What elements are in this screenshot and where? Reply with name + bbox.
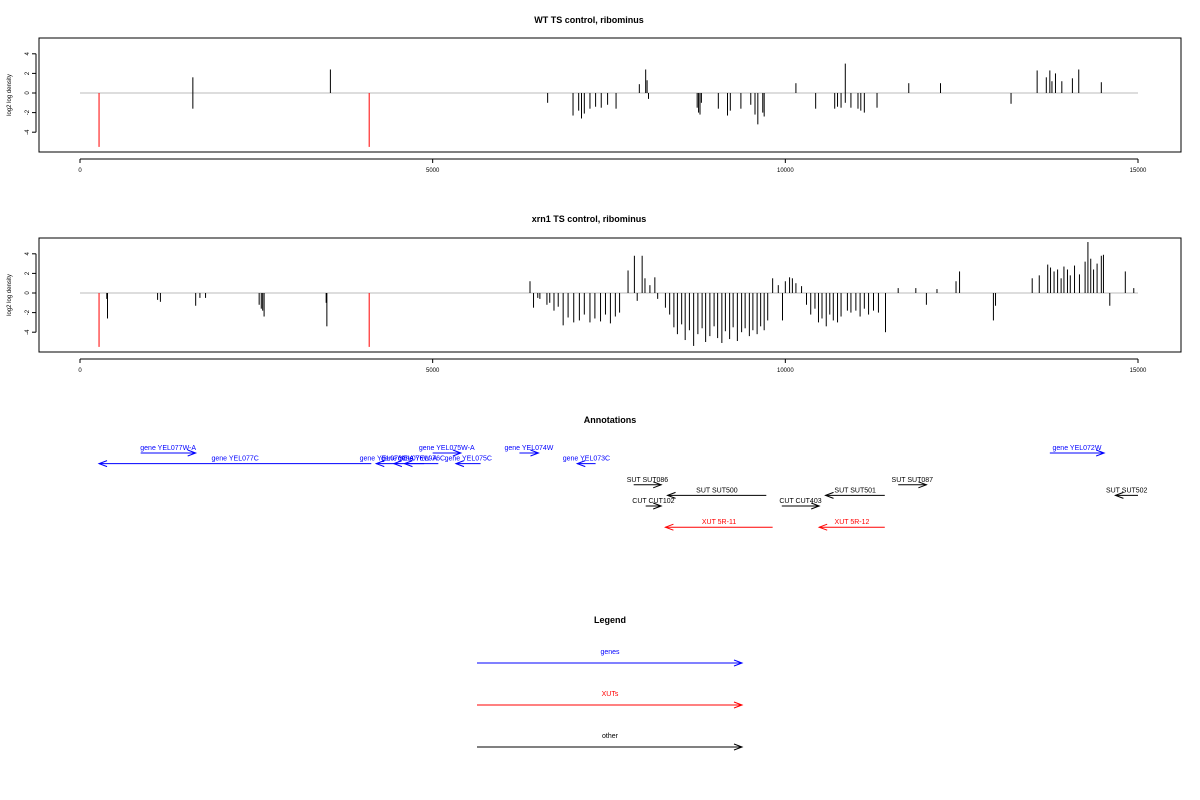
legend-arrow-head [733,743,744,751]
legend-title: Legend [594,615,626,625]
feature-label: gene YEL075W-A [419,445,475,452]
feature-label: SUT SUT500 [696,487,738,494]
plot-frame [38,237,1182,353]
feature-label: CUT CUT403 [779,498,821,505]
arrow-head [97,460,108,468]
feature-label: CUT CUT102 [632,498,674,505]
y-tick-label: 4 [25,51,31,55]
annotations-title: Annotations [584,415,637,425]
x-tick-label: 0 [78,168,82,174]
arrow-head [653,481,663,489]
feature-label: gene YEL077C [211,456,258,463]
arrow-head [452,449,463,457]
feature-label: gene YEL076C-A [360,456,415,463]
y-tick-label: 2 [25,271,31,275]
annotations-track: Annotations gene YEL077W-A gene YEL077C ge… [97,415,1148,531]
y-axis-label: log2 log density [7,74,13,116]
arrow-head [653,502,663,510]
chart-title: xrn1 TS control, ribominus [532,214,647,224]
arrow-head [454,460,465,468]
x-tick-label: 5000 [426,368,440,374]
x-tick-label: 10000 [777,168,794,174]
chart-title: WT TS control, ribominus [534,15,644,25]
feature-label: SUT SUT086 [627,477,669,484]
legend-label: genes [600,649,620,656]
legend-label: XUTs [602,691,619,698]
feature-label: SUT SUT502 [1106,487,1148,494]
y-tick-label: -4 [25,329,31,335]
arrow-head [392,460,403,468]
arrow-head [1114,491,1124,499]
plot-frame [38,37,1182,153]
y-tick-label: 0 [25,291,31,295]
arrow-head [918,481,928,489]
x-tick-label: 15000 [1130,168,1147,174]
feature-label: XUT 5R-12 [835,519,870,526]
y-tick-label: -4 [25,129,31,135]
feature-label: XUT 5R-11 [702,519,736,526]
arrow-head [1095,449,1106,457]
y-tick-label: -2 [25,109,31,115]
arrow-head [374,460,385,468]
legend-arrow-head [733,701,744,709]
xrn1-panel: xrn1 TS control, ribominus log2 log dens… [7,214,1182,374]
arrow-head [575,460,586,468]
arrow-head [403,460,413,468]
arrow-head [664,523,674,531]
legend: Legend genes XUTs other [477,615,744,751]
arrow-head [187,449,198,457]
y-axis-label: log2 log density [7,274,13,316]
feature-label: gene YEL077W-A [140,445,196,452]
x-tick-label: 0 [78,368,82,374]
feature-label: SUT SUT087 [892,477,934,484]
feature-label: gene YEL076C [398,456,445,463]
y-tick-label: 0 [25,91,31,95]
arrow-head [824,491,834,499]
arrow-head [530,449,540,457]
arrow-head [817,523,828,531]
feature-label: SUT SUT501 [834,487,876,494]
y-tick-label: 2 [25,71,31,75]
feature-label: gene YEL074W [504,445,553,452]
legend-label: other [602,733,619,740]
y-tick-label: 4 [25,251,31,255]
y-tick-label: -2 [25,309,31,315]
feature-label: gene YEL076W-A [381,456,437,463]
arrow-head [811,502,821,510]
feature-label: gene YEL073C [563,456,610,463]
arrow-head [666,491,676,499]
feature-label: gene YEL072W [1053,445,1102,452]
x-tick-label: 10000 [777,368,794,374]
wt-panel: WT TS control, ribominus log2 log densit… [7,15,1182,174]
feature-label: gene YEL075C [445,456,492,463]
x-tick-label: 15000 [1130,368,1147,374]
x-tick-label: 5000 [426,168,440,174]
legend-arrow-head [733,659,744,667]
